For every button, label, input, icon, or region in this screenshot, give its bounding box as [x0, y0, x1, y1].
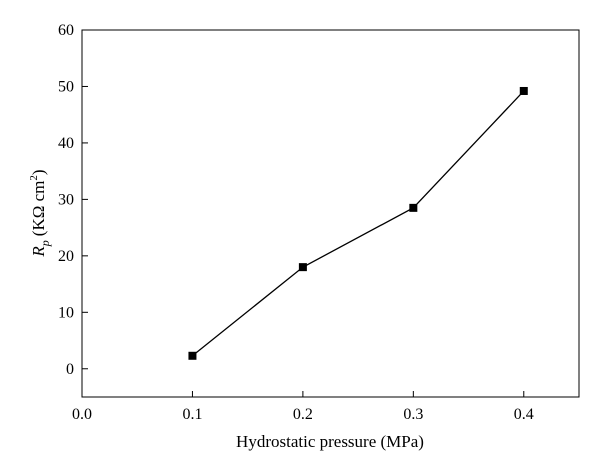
x-tick-label: 0.1	[182, 406, 202, 423]
x-ticks	[81, 391, 525, 397]
y-tick-label: 0	[66, 361, 74, 378]
y-axis-title: Rp (KΩ cm2)	[28, 169, 52, 257]
x-tick-label: 0.3	[403, 406, 423, 423]
x-tick-label: 0.4	[514, 406, 534, 423]
x-tick-label: 0.0	[72, 406, 92, 423]
x-axis-title: Hydrostatic pressure (MPa)	[236, 432, 424, 451]
x-tick-label: 0.2	[293, 406, 313, 423]
y-axis-symbol: R	[29, 246, 48, 258]
y-axis-unit-omega: Ω	[29, 206, 48, 219]
y-axis-unit-cm: cm	[29, 181, 48, 206]
x-tick-labels: 0.0 0.1 0.2 0.3 0.4	[72, 406, 534, 423]
y-axis-superscript: 2	[28, 175, 40, 181]
series-line	[192, 90, 525, 357]
y-tick-label: 50	[58, 78, 74, 95]
y-tick-label: 40	[58, 135, 74, 152]
data-point	[409, 203, 418, 212]
data-point	[519, 86, 528, 95]
data-point	[188, 351, 197, 360]
plot-frame	[81, 29, 580, 398]
y-tick-label: 30	[58, 191, 74, 208]
data-point	[298, 263, 307, 272]
y-ticks	[82, 29, 88, 370]
y-tick-label: 60	[58, 22, 74, 39]
y-tick-label: 10	[58, 304, 74, 321]
series	[188, 86, 528, 360]
y-tick-labels: 0 10 20 30 40 50 60	[58, 22, 74, 378]
y-axis-unit-open: (K	[29, 218, 48, 237]
y-axis-unit-close: )	[29, 169, 48, 175]
y-tick-label: 20	[58, 248, 74, 265]
y-axis-subscript: p	[38, 240, 52, 247]
